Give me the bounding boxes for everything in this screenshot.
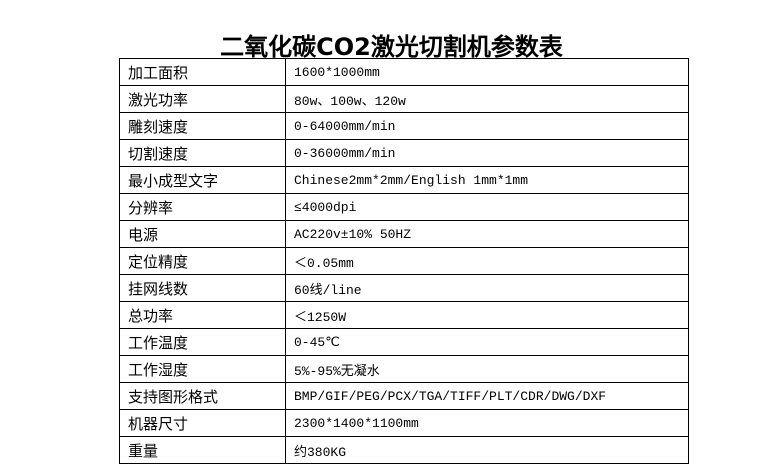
spec-value: ＜1250W [285,301,689,329]
spec-value: ≤4000dpi [285,193,689,221]
spec-label: 工作温度 [119,328,286,356]
spec-label: 激光功率 [119,85,286,113]
table-row: 定位精度 ＜0.05mm [119,247,689,275]
spec-label: 加工面积 [119,58,286,86]
spec-value: Chinese2mm*2mm/English 1mm*1mm [285,166,689,194]
spec-label: 总功率 [119,301,286,329]
spec-value: 80w、100w、120w [285,85,689,113]
table-row: 激光功率 80w、100w、120w [119,85,689,113]
table-row: 挂网线数 60线/line [119,274,689,302]
spec-label: 切割速度 [119,139,286,167]
spec-value: ＜0.05mm [285,247,689,275]
spec-table: 加工面积 1600*1000mm 激光功率 80w、100w、120w 雕刻速度 0-64… [119,58,689,464]
spec-value: BMP/GIF/PEG/PCX/TGA/TIFF/PLT/CDR/DWG/DXF [285,382,689,410]
spec-value: 2300*1400*1100mm [285,409,689,437]
table-row: 重量 约380KG [119,436,689,464]
spec-value: AC220v±10% 50HZ [285,220,689,248]
spec-label: 雕刻速度 [119,112,286,140]
spec-value: 约380KG [285,436,689,464]
spec-value: 0-64000mm/min [285,112,689,140]
spec-label: 支持图形格式 [119,382,286,410]
spec-value: 60线/line [285,274,689,302]
table-row: 切割速度 0-36000mm/min [119,139,689,167]
spec-label: 重量 [119,436,286,464]
spec-value: 0-45℃ [285,328,689,356]
spec-value: 5%-95%无凝水 [285,355,689,383]
spec-label: 机器尺寸 [119,409,286,437]
spec-label: 挂网线数 [119,274,286,302]
spec-label: 电源 [119,220,286,248]
page-title: 二氧化碳CO2激光切割机参数表 [220,33,563,61]
table-row: 分辨率 ≤4000dpi [119,193,689,221]
spec-label: 工作湿度 [119,355,286,383]
table-row: 支持图形格式 BMP/GIF/PEG/PCX/TGA/TIFF/PLT/CDR/D… [119,382,689,410]
table-row: 最小成型文字 Chinese2mm*2mm/English 1mm*1mm [119,166,689,194]
spec-value: 0-36000mm/min [285,139,689,167]
spec-label: 最小成型文字 [119,166,286,194]
table-row: 雕刻速度 0-64000mm/min [119,112,689,140]
spec-value: 1600*1000mm [285,58,689,86]
spec-label: 定位精度 [119,247,286,275]
spec-label: 分辨率 [119,193,286,221]
table-row: 加工面积 1600*1000mm [119,58,689,86]
table-row: 机器尺寸 2300*1400*1100mm [119,409,689,437]
table-row: 工作温度 0-45℃ [119,328,689,356]
table-row: 总功率 ＜1250W [119,301,689,329]
table-row: 工作湿度 5%-95%无凝水 [119,355,689,383]
table-row: 电源 AC220v±10% 50HZ [119,220,689,248]
